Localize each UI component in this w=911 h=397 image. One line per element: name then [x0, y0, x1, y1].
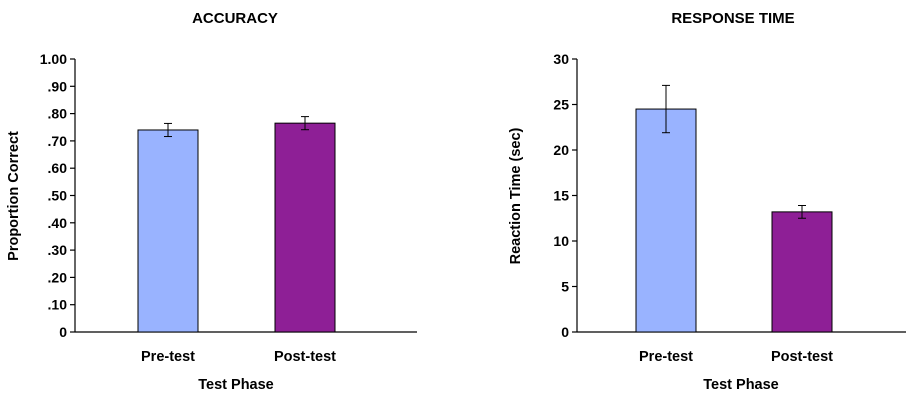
bar-pre-test — [137, 129, 199, 333]
y-axis-label: Reaction Time (sec) — [508, 127, 524, 264]
plot-area: 0 5 10 15 20 25 30 Pre-test Post-test — [553, 51, 906, 365]
bar-post-test — [274, 122, 336, 333]
plot-area: 0 .10 .20 .30 .40 .50 .60 .70 .80 .90 1.00 Pre-test… — [40, 51, 417, 365]
y-tick-label: .50 — [48, 188, 68, 204]
y-tick-label: 0 — [59, 324, 67, 340]
y-tick-label: 10 — [553, 233, 569, 249]
chart-title: ACCURACY — [192, 10, 278, 27]
y-tick-label: 5 — [561, 279, 569, 295]
y-tick-label: 15 — [553, 188, 569, 204]
y-tick-label: .10 — [48, 297, 68, 313]
y-tick-label: .40 — [48, 215, 68, 231]
chart-title: RESPONSE TIME — [671, 10, 794, 27]
y-tick-label: 20 — [553, 142, 569, 158]
y-tick-label: 0 — [561, 324, 569, 340]
y-tick-label: .80 — [48, 106, 68, 122]
x-axis-label: Test Phase — [198, 377, 274, 393]
y-tick-label: 1.00 — [40, 51, 67, 67]
y-tick-label: .60 — [48, 160, 68, 176]
x-axis-label: Test Phase — [703, 377, 779, 393]
y-tick-label: 25 — [553, 97, 569, 113]
y-tick-label: .20 — [48, 269, 68, 285]
y-tick-label: 30 — [553, 51, 569, 67]
category-label: Post-test — [771, 349, 833, 365]
category-label: Pre-test — [141, 349, 195, 365]
bar-post-test — [771, 211, 833, 333]
category-label: Pre-test — [639, 349, 693, 365]
y-tick-label: .30 — [48, 242, 68, 258]
response-time-panel: RESPONSE TIME Reaction Time (sec) Test P… — [508, 10, 906, 393]
category-label: Post-test — [274, 349, 336, 365]
bar-pre-test — [635, 108, 697, 333]
y-tick-label: .70 — [48, 133, 68, 149]
y-tick-label: .90 — [48, 78, 68, 94]
y-axis-label: Proportion Correct — [6, 131, 22, 261]
accuracy-panel: ACCURACY Proportion Correct Test Phase 0… — [6, 10, 417, 393]
